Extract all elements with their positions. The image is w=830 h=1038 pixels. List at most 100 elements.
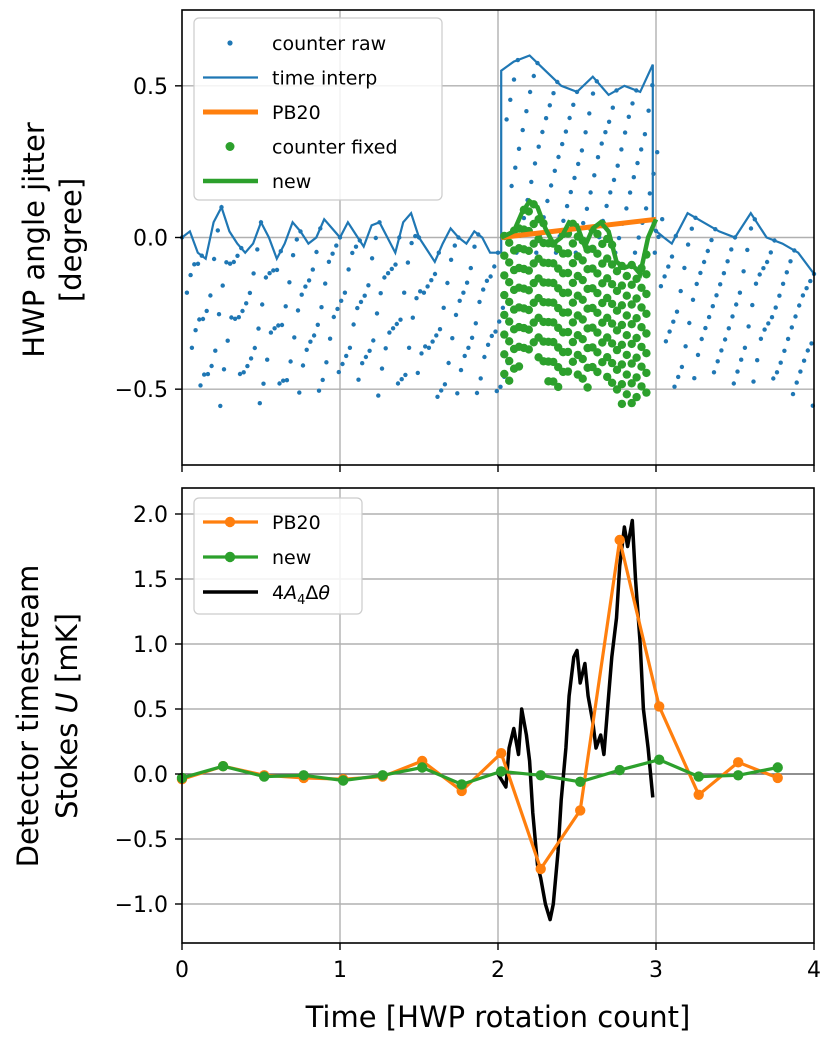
counter-raw-point	[423, 344, 428, 349]
x-tick-label: 4	[807, 958, 821, 983]
counter-raw-point	[356, 377, 361, 382]
counter-raw-point	[283, 304, 288, 309]
counter-raw-point	[453, 312, 459, 318]
counter-raw-point	[579, 148, 585, 153]
counter-raw-point	[414, 296, 419, 301]
legend-marker	[227, 40, 233, 46]
counter-raw-point	[753, 281, 759, 286]
counter-raw-point	[418, 289, 423, 294]
counter-raw-point	[211, 256, 217, 262]
counter-raw-point	[237, 371, 243, 377]
counter-fixed-point	[642, 289, 651, 299]
counter-fixed-point	[578, 335, 587, 344]
counter-fixed-point	[622, 331, 631, 340]
counter-raw-point	[462, 353, 467, 359]
counter-raw-point	[492, 264, 497, 269]
counter-raw-point	[662, 274, 667, 279]
counter-fixed-point	[563, 367, 573, 376]
counter-fixed-point	[642, 368, 651, 378]
new-point	[772, 762, 783, 773]
series-time-interp-line	[181, 54, 815, 275]
counter-raw-point	[403, 372, 408, 378]
counter-raw-point	[529, 179, 534, 185]
counter-raw-point	[497, 319, 502, 324]
counter-raw-point	[780, 281, 786, 286]
counter-fixed-point	[642, 349, 651, 358]
counter-raw-point	[722, 337, 728, 342]
counter-fixed-point	[607, 319, 617, 328]
counter-raw-point	[520, 127, 525, 133]
counter-raw-point	[699, 336, 704, 342]
counter-raw-point	[692, 376, 697, 381]
counter-raw-point	[195, 261, 201, 266]
legend-label: 4A4Δθ	[272, 582, 330, 608]
pb20-point	[496, 748, 507, 759]
counter-raw-point	[448, 257, 454, 262]
counter-fixed-point	[593, 249, 602, 258]
counter-raw-point	[339, 298, 344, 303]
counter-raw-point	[387, 330, 392, 335]
counter-raw-point	[232, 316, 238, 321]
counter-raw-point	[240, 308, 245, 314]
counter-raw-point	[682, 265, 687, 271]
pb20-point	[693, 789, 704, 800]
counter-raw-point	[726, 326, 731, 331]
counter-raw-point	[292, 335, 297, 340]
counter-raw-point	[571, 102, 576, 108]
counter-raw-point	[567, 115, 572, 121]
counter-raw-point	[790, 391, 796, 397]
counter-fixed-point	[607, 358, 617, 368]
counter-fixed-point	[612, 286, 622, 296]
counter-raw-point	[435, 394, 440, 399]
legend-label: new	[272, 171, 311, 193]
counter-raw-point	[509, 183, 514, 189]
counter-raw-point	[256, 326, 261, 331]
counter-raw-point	[252, 345, 257, 351]
counter-raw-point	[395, 381, 401, 386]
legend-label: time interp	[272, 68, 377, 90]
counter-raw-point	[719, 348, 724, 353]
series-new-line	[500, 197, 659, 279]
counter-raw-point	[599, 141, 604, 146]
counter-raw-point	[695, 352, 701, 358]
counter-raw-point	[446, 360, 451, 366]
counter-raw-point	[425, 284, 430, 289]
counter-raw-point	[706, 314, 712, 320]
counter-raw-point	[714, 293, 719, 298]
counter-raw-point	[551, 91, 556, 96]
counter-raw-point	[215, 228, 220, 233]
counter-raw-point	[804, 286, 809, 291]
counter-raw-point	[276, 323, 281, 328]
new-point	[654, 754, 665, 765]
counter-fixed-point	[627, 359, 636, 368]
legend-label: counter raw	[272, 33, 386, 55]
counter-raw-point	[705, 248, 710, 254]
counter-raw-point	[360, 361, 365, 366]
counter-fixed-point	[607, 260, 617, 269]
pb20-point	[654, 701, 665, 712]
counter-fixed-point	[505, 238, 514, 247]
counter-raw-point	[478, 376, 483, 381]
counter-fixed-point	[500, 369, 509, 379]
counter-fixed-point	[637, 342, 646, 352]
top-ylabel-line1: HWP angle jitter	[17, 122, 51, 358]
counter-fixed-point	[603, 254, 612, 263]
counter-raw-point	[209, 363, 214, 369]
pb20-point	[772, 772, 783, 784]
counter-raw-point	[327, 336, 333, 341]
legend-label: PB20	[272, 512, 321, 534]
counter-raw-point	[493, 329, 498, 334]
bottom-xlabel: Time [HWP rotation count]	[305, 1000, 691, 1034]
counter-raw-point	[608, 190, 613, 195]
bottom-panel: 0 1 2 3 4 2.0 1.5 1.0 0.5 0.0 −0.5 −1.0 PB20 new 4A4Δ…	[11, 487, 821, 1034]
counter-raw-point	[721, 271, 727, 276]
counter-raw-point	[561, 218, 566, 223]
counter-raw-point	[689, 226, 694, 231]
counter-raw-point	[639, 147, 644, 152]
counter-fixed-point	[505, 258, 514, 267]
counter-fixed-point	[505, 376, 514, 385]
counter-raw-point	[188, 272, 193, 278]
ylabel-var: U	[50, 692, 84, 713]
counter-raw-point	[319, 305, 324, 310]
counter-raw-point	[271, 268, 276, 273]
